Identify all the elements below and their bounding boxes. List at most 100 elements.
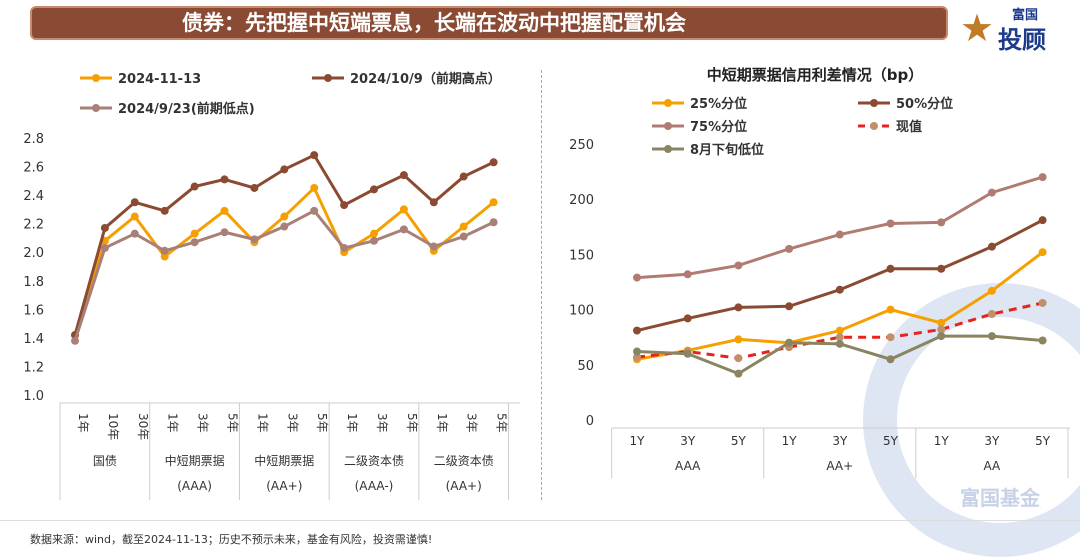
group-sublabel: (AAA-)	[355, 479, 394, 493]
x-tick-label: 5年	[226, 413, 240, 433]
data-point	[489, 218, 498, 227]
group-label: 国债	[93, 454, 117, 468]
data-point	[399, 205, 408, 214]
logo-text-2: 投顾	[998, 26, 1046, 54]
x-tick-label: 3Y	[680, 434, 696, 448]
data-point	[886, 305, 895, 314]
data-point	[734, 303, 743, 312]
data-point	[160, 246, 169, 255]
data-point	[340, 201, 349, 210]
data-point	[683, 314, 692, 323]
data-point	[987, 286, 996, 295]
data-point	[459, 222, 468, 231]
group-label: AAA	[675, 459, 701, 473]
x-tick-label: 1年	[166, 413, 180, 433]
group-label: 中短期票据	[165, 453, 225, 468]
legend-label: 50%分位	[896, 96, 953, 112]
y-tick-label: 1.4	[23, 332, 44, 347]
page-title: 债券：先把握中短端票息，长端在波动中把握配置机会	[30, 6, 948, 40]
x-tick-label: 5年	[495, 413, 509, 433]
data-point	[835, 339, 844, 348]
data-point	[785, 302, 794, 311]
data-point	[1038, 173, 1047, 182]
data-point	[835, 230, 844, 239]
data-point	[370, 236, 378, 245]
data-point	[220, 206, 229, 215]
data-point	[987, 188, 996, 197]
x-tick-label: 5Y	[1035, 434, 1051, 448]
x-tick-label: 5Y	[731, 434, 747, 448]
y-tick-label: 1.0	[23, 389, 44, 404]
data-point	[100, 243, 109, 252]
series-line-0	[73, 185, 495, 336]
legend-label: 2024-11-13	[118, 72, 201, 87]
data-point	[190, 182, 199, 191]
x-tick-label: 3年	[196, 413, 210, 433]
data-point	[130, 212, 139, 221]
y-tick-label: 2.4	[23, 189, 44, 204]
data-point	[1038, 298, 1047, 307]
y-tick-label: 1.8	[23, 275, 44, 290]
x-tick-label: 30年	[136, 413, 150, 440]
group-sublabel: (AA+)	[266, 479, 302, 493]
watermark-logo	[863, 283, 1080, 557]
data-point	[370, 229, 378, 238]
data-point	[1038, 216, 1047, 225]
data-point	[160, 252, 169, 261]
data-point	[633, 353, 641, 362]
data-point	[130, 198, 139, 207]
data-point	[683, 349, 692, 358]
x-tick-label: 5年	[405, 413, 419, 433]
x-tick-label: 1Y	[782, 434, 798, 448]
data-point	[310, 151, 319, 160]
y-tick-label: 2.2	[23, 218, 44, 233]
data-point	[160, 206, 169, 215]
legend-marker	[870, 99, 878, 107]
series-line-3	[636, 301, 1043, 360]
legend-label: 75%分位	[690, 119, 747, 135]
group-label: 二级资本债	[344, 454, 404, 468]
data-point	[987, 242, 996, 251]
data-point	[370, 185, 378, 194]
data-point	[937, 325, 946, 334]
data-point	[459, 172, 468, 181]
x-tick-label: 1年	[345, 413, 359, 433]
x-tick-label: 5年	[315, 413, 329, 433]
x-tick-label: 5Y	[883, 434, 899, 448]
data-point	[937, 332, 946, 341]
series-line-2	[636, 175, 1044, 280]
y-tick-label: 2.6	[23, 161, 44, 176]
x-tick-label: 3Y	[984, 434, 1000, 448]
y-tick-label: 2.8	[23, 132, 44, 147]
y-tick-label: 250	[569, 138, 594, 153]
data-point	[785, 244, 794, 253]
legend-marker	[92, 104, 100, 112]
y-tick-label: 1.6	[23, 303, 44, 318]
data-point	[886, 355, 895, 364]
logo-text-1: 富国	[1012, 8, 1039, 23]
data-point	[987, 332, 996, 341]
data-point	[633, 273, 641, 282]
data-point	[429, 242, 438, 251]
data-point	[310, 206, 319, 215]
data-point	[683, 270, 692, 279]
data-point	[1038, 248, 1047, 257]
data-point	[835, 333, 844, 342]
data-point	[280, 212, 289, 221]
data-point	[633, 347, 641, 356]
data-point	[220, 228, 229, 237]
data-point	[937, 318, 946, 327]
data-point	[734, 261, 743, 270]
group-sublabel: (AAA)	[177, 479, 212, 493]
data-point	[250, 235, 259, 244]
x-tick-label: 3年	[285, 413, 299, 433]
y-tick-label: 0	[586, 414, 594, 429]
data-point	[835, 285, 844, 294]
data-point	[987, 310, 996, 319]
data-point	[71, 336, 79, 345]
group-sublabel: (AA+)	[446, 479, 482, 493]
group-label: 中短期票据	[254, 453, 314, 468]
data-point	[250, 183, 259, 192]
x-tick-label: 1年	[76, 413, 90, 433]
